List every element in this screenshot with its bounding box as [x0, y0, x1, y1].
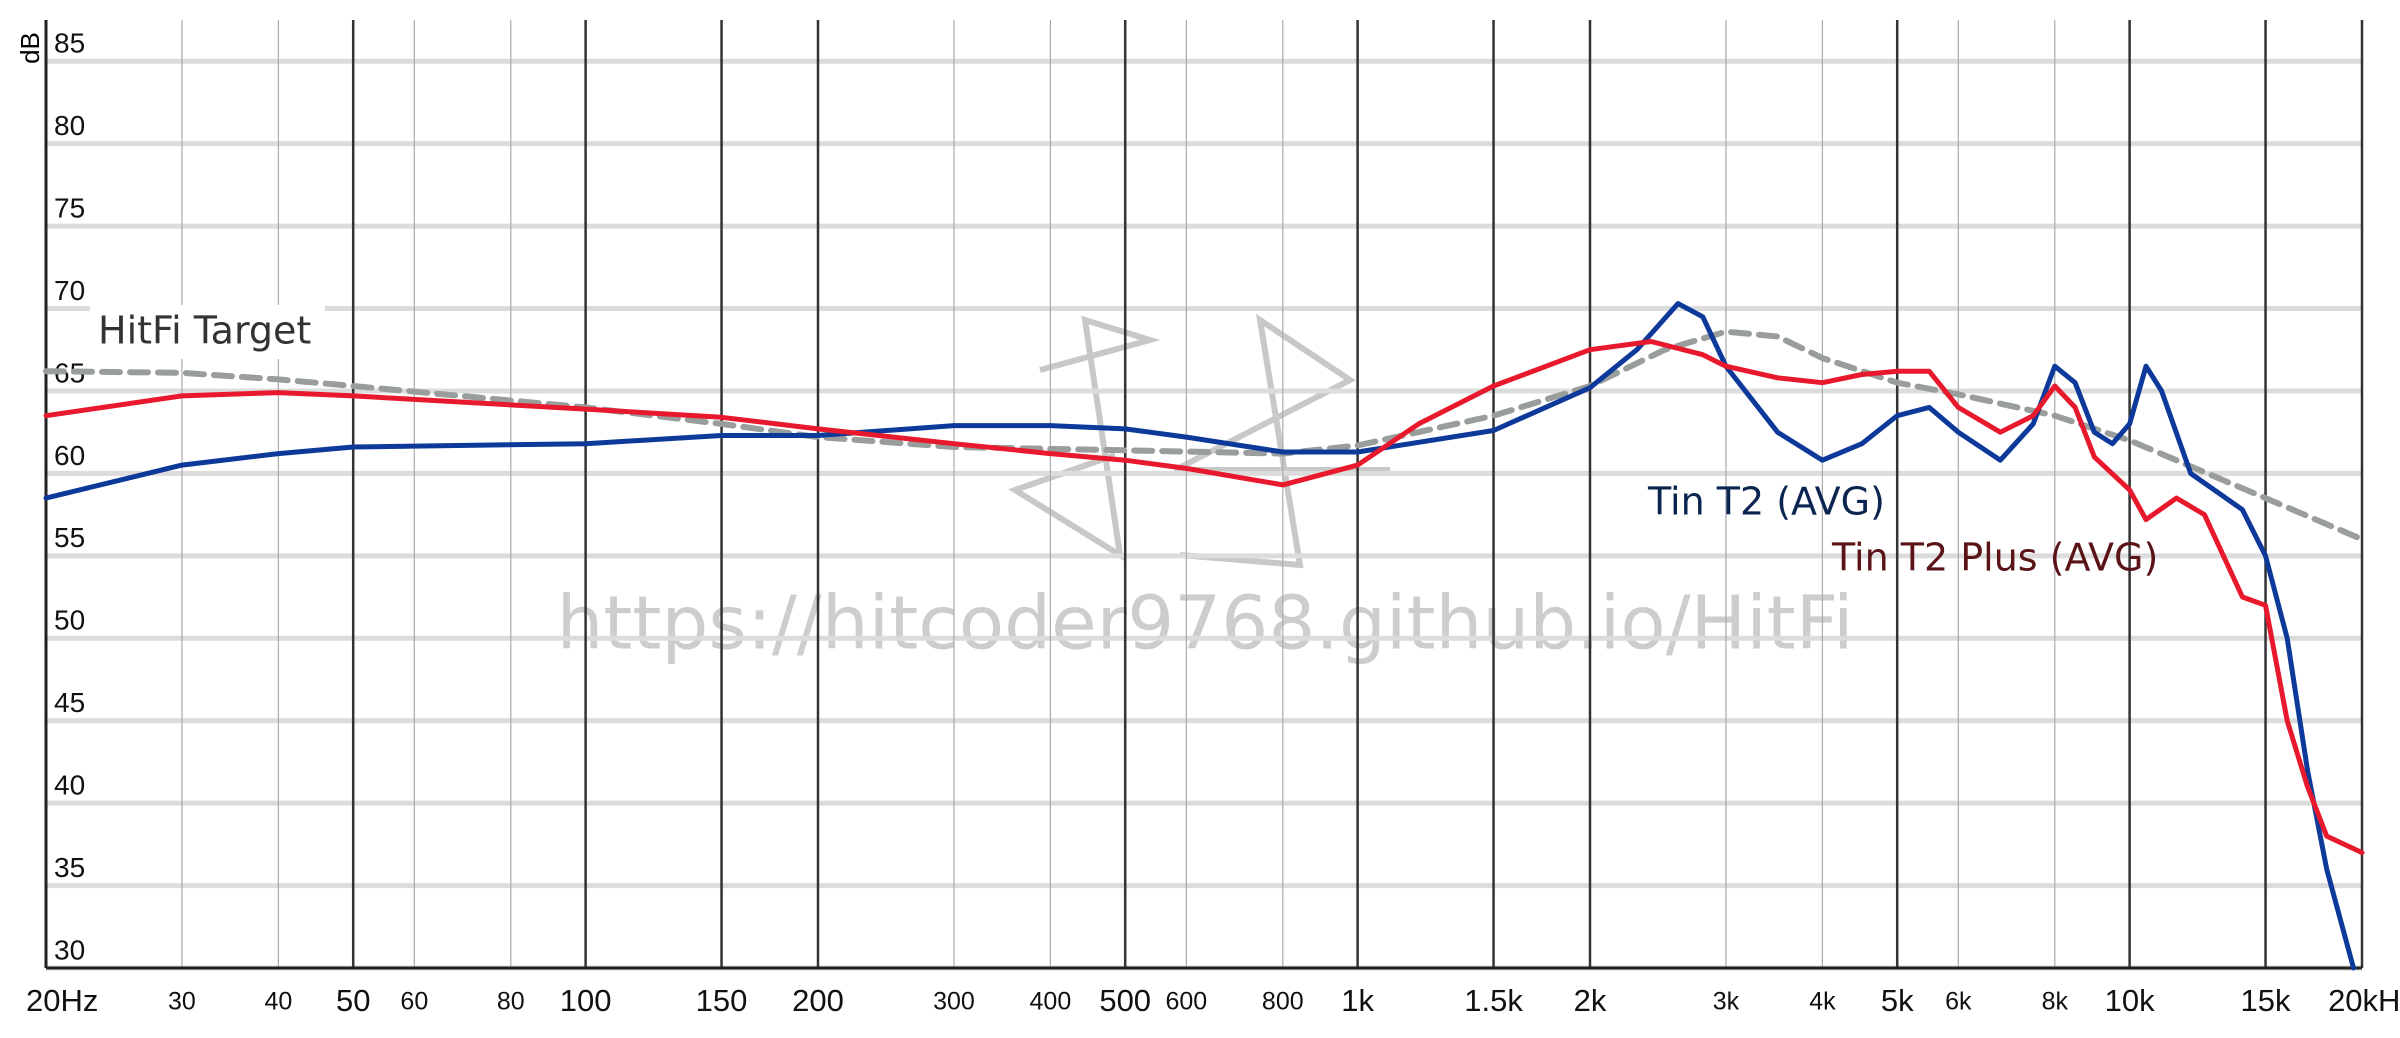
y-axis-label: dB — [15, 32, 45, 64]
y-tick-label: 50 — [54, 605, 85, 636]
y-tick-label: 60 — [54, 440, 85, 471]
y-tick-label: 75 — [54, 192, 85, 223]
x-tick-label: 3k — [1713, 988, 1740, 1016]
label-bg — [90, 305, 325, 359]
series-line — [43, 328, 2365, 543]
logo-stroke — [1173, 313, 1390, 569]
x-tick-label: 400 — [1030, 988, 1072, 1016]
x-tick-label: 200 — [792, 983, 844, 1018]
y-tick-label: 30 — [54, 934, 85, 965]
watermark-logo — [1008, 313, 1390, 569]
x-tick-label: 800 — [1262, 988, 1304, 1016]
x-tick-label: 15k — [2241, 983, 2291, 1018]
x-tick-label: 1k — [1341, 983, 1374, 1018]
series-line — [43, 339, 2365, 856]
x-tick-label: 20kHz — [2328, 983, 2400, 1018]
x-tick-label: 50 — [336, 983, 370, 1018]
y-tick-label: 85 — [54, 28, 85, 59]
y-tick-label: 40 — [54, 770, 85, 801]
x-tick-label: 500 — [1099, 983, 1151, 1018]
x-tick-label: 100 — [560, 983, 612, 1018]
y-tick-label: 35 — [54, 852, 85, 883]
y-tick-label: 70 — [54, 275, 85, 306]
x-tick-label: 10k — [2105, 983, 2155, 1018]
x-tick-label: 5k — [1881, 983, 1914, 1018]
series-line — [43, 301, 2356, 971]
x-tick-label: 20Hz — [26, 983, 98, 1018]
logo-stroke — [1008, 315, 1161, 561]
x-tick-label: 60 — [400, 988, 428, 1016]
legend-label: Tin T2 Plus (AVG) — [1831, 536, 2158, 580]
y-tick-label: 55 — [54, 522, 85, 553]
x-tick-label: 300 — [933, 988, 975, 1016]
x-tick-label: 150 — [696, 983, 748, 1018]
x-tick-label: 4k — [1809, 988, 1836, 1016]
x-tick-label: 8k — [2042, 988, 2069, 1016]
y-tick-label: 80 — [54, 110, 85, 141]
x-tick-label: 600 — [1165, 988, 1207, 1016]
y-tick-label: 45 — [54, 687, 85, 718]
x-tick-label: 40 — [264, 988, 292, 1016]
x-tick-label: 6k — [1945, 988, 1972, 1016]
legend-label: Tin T2 (AVG) — [1647, 480, 1885, 524]
x-tick-label: 2k — [1574, 983, 1607, 1018]
legend-label: HitFi Target — [98, 309, 311, 353]
watermark: https://hitcoder9768.github.io/HitFi — [556, 581, 1853, 667]
x-tick-label: 80 — [497, 988, 525, 1016]
x-tick-label: 30 — [168, 988, 196, 1016]
x-tick-label: 1.5k — [1464, 983, 1523, 1018]
